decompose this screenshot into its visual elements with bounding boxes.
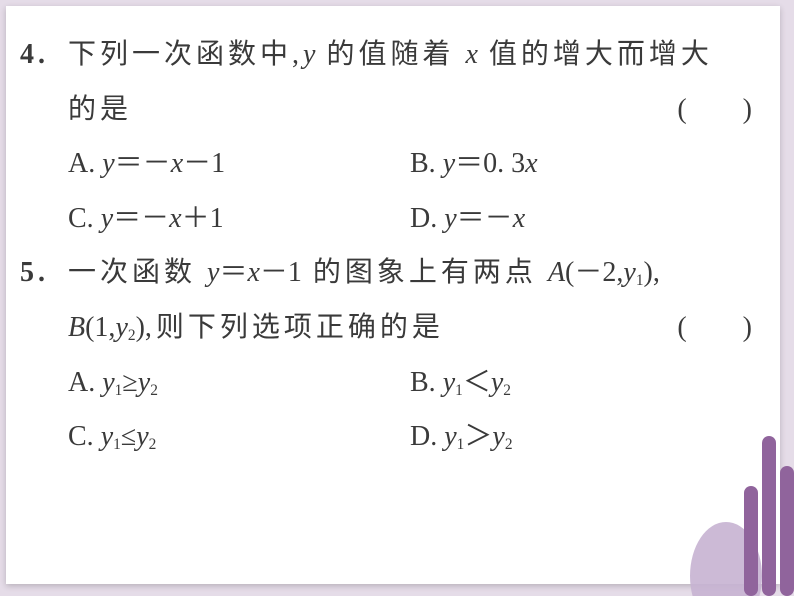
q4-var-y: y bbox=[303, 39, 315, 70]
q5-b-y1: y bbox=[443, 367, 455, 398]
q5-c-s1: 1 bbox=[113, 436, 121, 453]
q4-c-x: x bbox=[169, 203, 181, 234]
q4-stem-text1: 下列一次函数中, bbox=[68, 39, 303, 70]
q5-A-close: ), bbox=[644, 257, 660, 288]
q4-options-row2: C. y＝－x＋1 D. y＝－x bbox=[68, 192, 752, 247]
q5-options-row1: A. y1≥y2 B. y1＜y2 bbox=[68, 356, 752, 411]
q4-line1: 4. 下列一次函数中,y 的值随着 x 值的增大而增大 bbox=[20, 28, 752, 83]
q5-c-y1: y bbox=[101, 421, 113, 452]
q4-number: 4. bbox=[20, 28, 68, 83]
q5-answer-paren: ( ) bbox=[677, 301, 752, 356]
q4-b-y: y bbox=[443, 148, 455, 179]
q5-c-s2: 2 bbox=[149, 436, 157, 453]
q5-option-b: B. y1＜y2 bbox=[410, 356, 752, 411]
q4-d-x: x bbox=[513, 203, 525, 234]
q4-stem-line1: 下列一次函数中,y 的值随着 x 值的增大而增大 bbox=[68, 28, 752, 83]
q4-a-label: A. bbox=[68, 148, 102, 179]
q5-A: A bbox=[548, 257, 565, 288]
q4-b-eq: ＝0. 3 bbox=[455, 148, 525, 179]
q4-option-b: B. y＝0. 3x bbox=[410, 137, 752, 192]
q4-a-eq: ＝－ bbox=[115, 148, 171, 179]
q5-B-rest: ,则下列选项正确的是 bbox=[145, 312, 444, 343]
q4-c-post: ＋1 bbox=[182, 203, 224, 234]
q4-c-eq: ＝－ bbox=[113, 203, 169, 234]
q5-A-sub: 1 bbox=[636, 272, 644, 289]
q5-a-label: A. bbox=[68, 367, 102, 398]
q4-option-a: A. y＝－x－1 bbox=[68, 137, 410, 192]
q5-B-y: y bbox=[115, 312, 127, 343]
q5-B-sub: 2 bbox=[128, 327, 136, 344]
q5-d-s2: 2 bbox=[505, 436, 513, 453]
q4-c-label: C. bbox=[68, 203, 101, 234]
q5-A-y: y bbox=[623, 257, 635, 288]
q5-b-s1: 1 bbox=[455, 381, 463, 398]
q5-a-s2: 2 bbox=[150, 381, 158, 398]
q5-c-label: C. bbox=[68, 421, 101, 452]
q4-c-y: y bbox=[101, 203, 113, 234]
q4-option-c: C. y＝－x＋1 bbox=[68, 192, 410, 247]
page-card: 4. 下列一次函数中,y 的值随着 x 值的增大而增大 的是 ( ) A. y＝… bbox=[6, 6, 780, 584]
q5-line2: B(1,y2),则下列选项正确的是 ( ) bbox=[68, 301, 752, 356]
q5-c-rel: ≤ bbox=[121, 421, 136, 452]
q5-b-rel: ＜ bbox=[463, 367, 491, 398]
q5-B: B bbox=[68, 312, 85, 343]
q5-a-rel: ≥ bbox=[122, 367, 137, 398]
corner-decoration bbox=[684, 416, 794, 596]
q5-b-s2: 2 bbox=[503, 381, 511, 398]
q5-b-label: B. bbox=[410, 367, 443, 398]
q4-a-post: －1 bbox=[183, 148, 225, 179]
q4-stem-text3: 值的增大而增大 bbox=[478, 39, 713, 70]
q5-number: 5. bbox=[20, 246, 68, 301]
q4-options-row1: A. y＝－x－1 B. y＝0. 3x bbox=[68, 137, 752, 192]
q4-stem-line2-text: 的是 bbox=[68, 94, 132, 125]
q5-fn-y: y bbox=[207, 257, 219, 288]
q5-d-rel: ＞ bbox=[464, 421, 492, 452]
q5-stem-line1: 一次函数 y＝x－1 的图象上有两点 A(－2,y1), bbox=[68, 246, 752, 301]
q5-option-c: C. y1≤y2 bbox=[68, 410, 410, 465]
q4-a-x: x bbox=[171, 148, 183, 179]
q4-b-x: x bbox=[525, 148, 537, 179]
q5-fn-x: x bbox=[247, 257, 259, 288]
q4-d-label: D. bbox=[410, 203, 444, 234]
q5-t2: 的图象上有两点 bbox=[302, 257, 548, 288]
q4-b-label: B. bbox=[410, 148, 443, 179]
q5-c-y2: y bbox=[136, 421, 148, 452]
q4-line2: 的是 ( ) bbox=[68, 83, 752, 138]
q4-d-eq: ＝－ bbox=[457, 203, 513, 234]
q5-b-y2: y bbox=[491, 367, 503, 398]
q5-t1: 一次函数 bbox=[68, 257, 207, 288]
q5-fn-eq: ＝ bbox=[219, 257, 247, 288]
q4-answer-paren: ( ) bbox=[677, 83, 752, 138]
q5-d-label: D. bbox=[410, 421, 444, 452]
q5-options-row2: C. y1≤y2 D. y1＞y2 bbox=[68, 410, 752, 465]
q4-d-y: y bbox=[444, 203, 456, 234]
q5-line1: 5. 一次函数 y＝x－1 的图象上有两点 A(－2,y1), bbox=[20, 246, 752, 301]
q5-d-y1: y bbox=[444, 421, 456, 452]
q5-a-y1: y bbox=[102, 367, 114, 398]
q5-option-a: A. y1≥y2 bbox=[68, 356, 410, 411]
q5-B-close-paren: ) bbox=[136, 312, 145, 343]
q4-a-y: y bbox=[102, 148, 114, 179]
q5-fn-post: －1 bbox=[260, 257, 302, 288]
q5-B-open: (1, bbox=[85, 312, 115, 343]
q4-stem-text2: 的值随着 bbox=[315, 39, 465, 70]
q4-var-x: x bbox=[465, 39, 477, 70]
q5-A-open: (－2, bbox=[565, 257, 623, 288]
q4-option-d: D. y＝－x bbox=[410, 192, 752, 247]
q5-a-y2: y bbox=[138, 367, 150, 398]
q5-d-y2: y bbox=[492, 421, 504, 452]
